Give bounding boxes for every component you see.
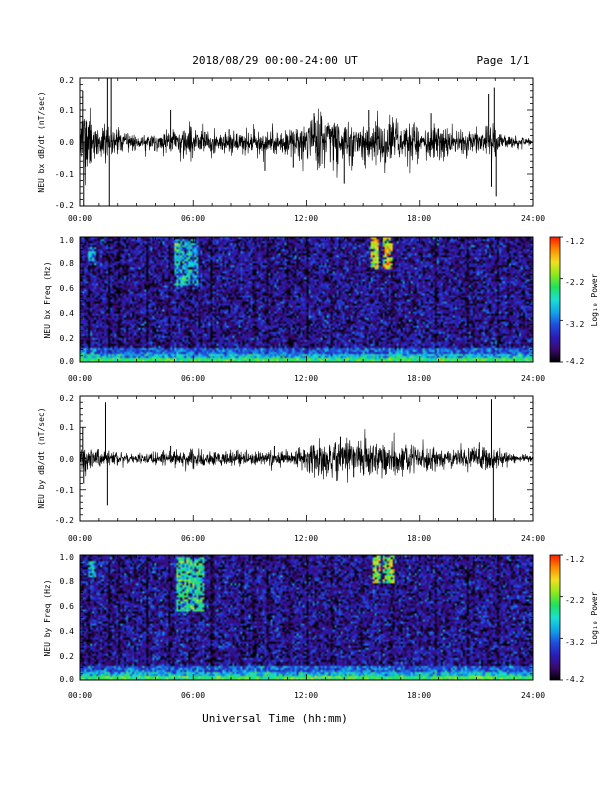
colorbar-tick-label: -3.2: [565, 320, 584, 329]
waveform-line: [80, 429, 533, 483]
ytick-label: 0.4: [60, 627, 75, 636]
by-spectrogram-axes: [79, 554, 534, 681]
by-waveform-panel: NEU by dB/dt (nT/sec) 0.2 0.1 0.0 -0.1 -…: [37, 394, 545, 543]
bx-waveform-panel: NEU bx dB/dt (nT/sec) 0.2 0.1 0.0 -0.1 -…: [37, 76, 545, 223]
ytick-label: 1.0: [60, 236, 75, 245]
bx-waveform-trace: [80, 107, 533, 186]
xtick-label: 24:00: [521, 534, 545, 543]
ytick-label: 0.6: [60, 284, 75, 293]
ytick-label: -0.1: [55, 486, 74, 495]
colorbar-tick-label: -4.2: [565, 357, 584, 366]
by-spectrogram-xtick-labels: 00:00 06:00 12:00 18:00 24:00: [68, 691, 545, 700]
xtick-label: 18:00: [407, 214, 431, 223]
xtick-label: 18:00: [407, 534, 431, 543]
bx-waveform-spikes: [82, 78, 497, 206]
waveform-line: [80, 107, 533, 186]
colorbar-gradient: [549, 554, 561, 681]
bx-spectrogram-xtick-labels: 00:00 06:00 12:00 18:00 24:00: [68, 374, 545, 383]
ytick-label: 0.6: [60, 602, 75, 611]
xtick-label: 18:00: [407, 691, 431, 700]
ytick-label: 0.0: [60, 138, 75, 147]
xtick-label: 06:00: [181, 374, 205, 383]
by-spectrogram-panel: NEU by Freq (Hz) 1.0 0.8 0.6 0.4 0.2 0.0…: [43, 553, 599, 700]
colorbar-ticks: [560, 236, 563, 363]
ytick-label: 0.0: [60, 455, 75, 464]
xtick-label: 24:00: [521, 214, 545, 223]
bx-colorbar: -1.2 -2.2 -3.2 -4.2 Log₁₀ Power: [549, 236, 599, 366]
bx-spectrogram-axes: [79, 236, 534, 363]
xtick-label: 06:00: [181, 214, 205, 223]
by-waveform-ytick-labels: 0.2 0.1 0.0 -0.1 -0.2: [55, 394, 74, 525]
by-waveform-axes: [79, 395, 534, 522]
by-waveform-spikes: [82, 399, 494, 521]
ytick-label: 0.1: [60, 423, 75, 432]
by-colorbar: -1.2 -2.2 -3.2 -4.2 Log₁₀ Power: [549, 554, 599, 684]
xtick-label: 00:00: [68, 214, 92, 223]
xtick-label: 24:00: [521, 374, 545, 383]
by-waveform-xtick-labels: 00:00 06:00 12:00 18:00 24:00: [68, 534, 545, 543]
ytick-label: -0.1: [55, 170, 74, 179]
ytick-label: 0.0: [60, 357, 75, 366]
colorbar-tick-label: -2.2: [565, 596, 584, 605]
bx-spectrogram-panel: NEU bx Freq (Hz) 1.0 0.8 0.6 0.4 0.2 0.0…: [43, 236, 599, 383]
ytick-label: 0.0: [60, 675, 75, 684]
colorbar-label: Log₁₀ Power: [590, 273, 599, 326]
by-waveform-trace: [80, 429, 533, 483]
ytick-label: -0.2: [55, 516, 74, 525]
ytick-label: 0.2: [60, 76, 75, 85]
colorbar-tick-label: -1.2: [565, 555, 584, 564]
bx-spectrogram-ytick-labels: 1.0 0.8 0.6 0.4 0.2 0.0: [60, 236, 75, 366]
bx-spectrogram-ylabel: NEU bx Freq (Hz): [43, 261, 52, 338]
colorbar-tick-label: -3.2: [565, 638, 584, 647]
ytick-label: 0.8: [60, 577, 75, 586]
bx-spectrogram-image: [80, 237, 533, 362]
by-spectrogram-ylabel: NEU by Freq (Hz): [43, 579, 52, 656]
ytick-label: 0.2: [60, 334, 75, 343]
xtick-label: 18:00: [407, 374, 431, 383]
page-indicator: Page 1/1: [477, 54, 530, 67]
bx-waveform-ytick-labels: 0.2 0.1 0.0 -0.1 -0.2: [55, 76, 74, 210]
xtick-label: 00:00: [68, 374, 92, 383]
x-axis-label: Universal Time (hh:mm): [202, 712, 348, 725]
bx-waveform-ylabel: NEU bx dB/dt (nT/sec): [37, 91, 46, 192]
by-waveform-ylabel: NEU by dB/dt (nT/sec): [37, 407, 46, 508]
bx-waveform-axes: [79, 77, 534, 207]
by-spectrogram-ytick-labels: 1.0 0.8 0.6 0.4 0.2 0.0: [60, 553, 75, 684]
by-spectrogram-image: [80, 555, 533, 680]
ytick-label: 0.1: [60, 106, 75, 115]
xtick-label: 00:00: [68, 534, 92, 543]
ytick-label: 0.8: [60, 259, 75, 268]
colorbar-tick-label: -2.2: [565, 278, 584, 287]
ytick-label: -0.2: [55, 201, 74, 210]
colorbar-ticks: [560, 554, 563, 681]
xtick-label: 00:00: [68, 691, 92, 700]
figure-title: 2018/08/29 00:00-24:00 UT: [192, 54, 358, 67]
xtick-label: 12:00: [294, 534, 318, 543]
ytick-label: 0.4: [60, 309, 75, 318]
xtick-label: 12:00: [294, 374, 318, 383]
xtick-label: 06:00: [181, 691, 205, 700]
colorbar-gradient: [549, 236, 561, 363]
bx-waveform-xtick-labels: 00:00 06:00 12:00 18:00 24:00: [68, 214, 545, 223]
colorbar-label: Log₁₀ Power: [590, 591, 599, 644]
xtick-label: 12:00: [294, 214, 318, 223]
ytick-label: 1.0: [60, 553, 75, 562]
colorbar-tick-label: -1.2: [565, 237, 584, 246]
xtick-label: 12:00: [294, 691, 318, 700]
colorbar-tick-label: -4.2: [565, 675, 584, 684]
xtick-label: 24:00: [521, 691, 545, 700]
ytick-label: 0.2: [60, 394, 75, 403]
ytick-label: 0.2: [60, 652, 75, 661]
xtick-label: 06:00: [181, 534, 205, 543]
